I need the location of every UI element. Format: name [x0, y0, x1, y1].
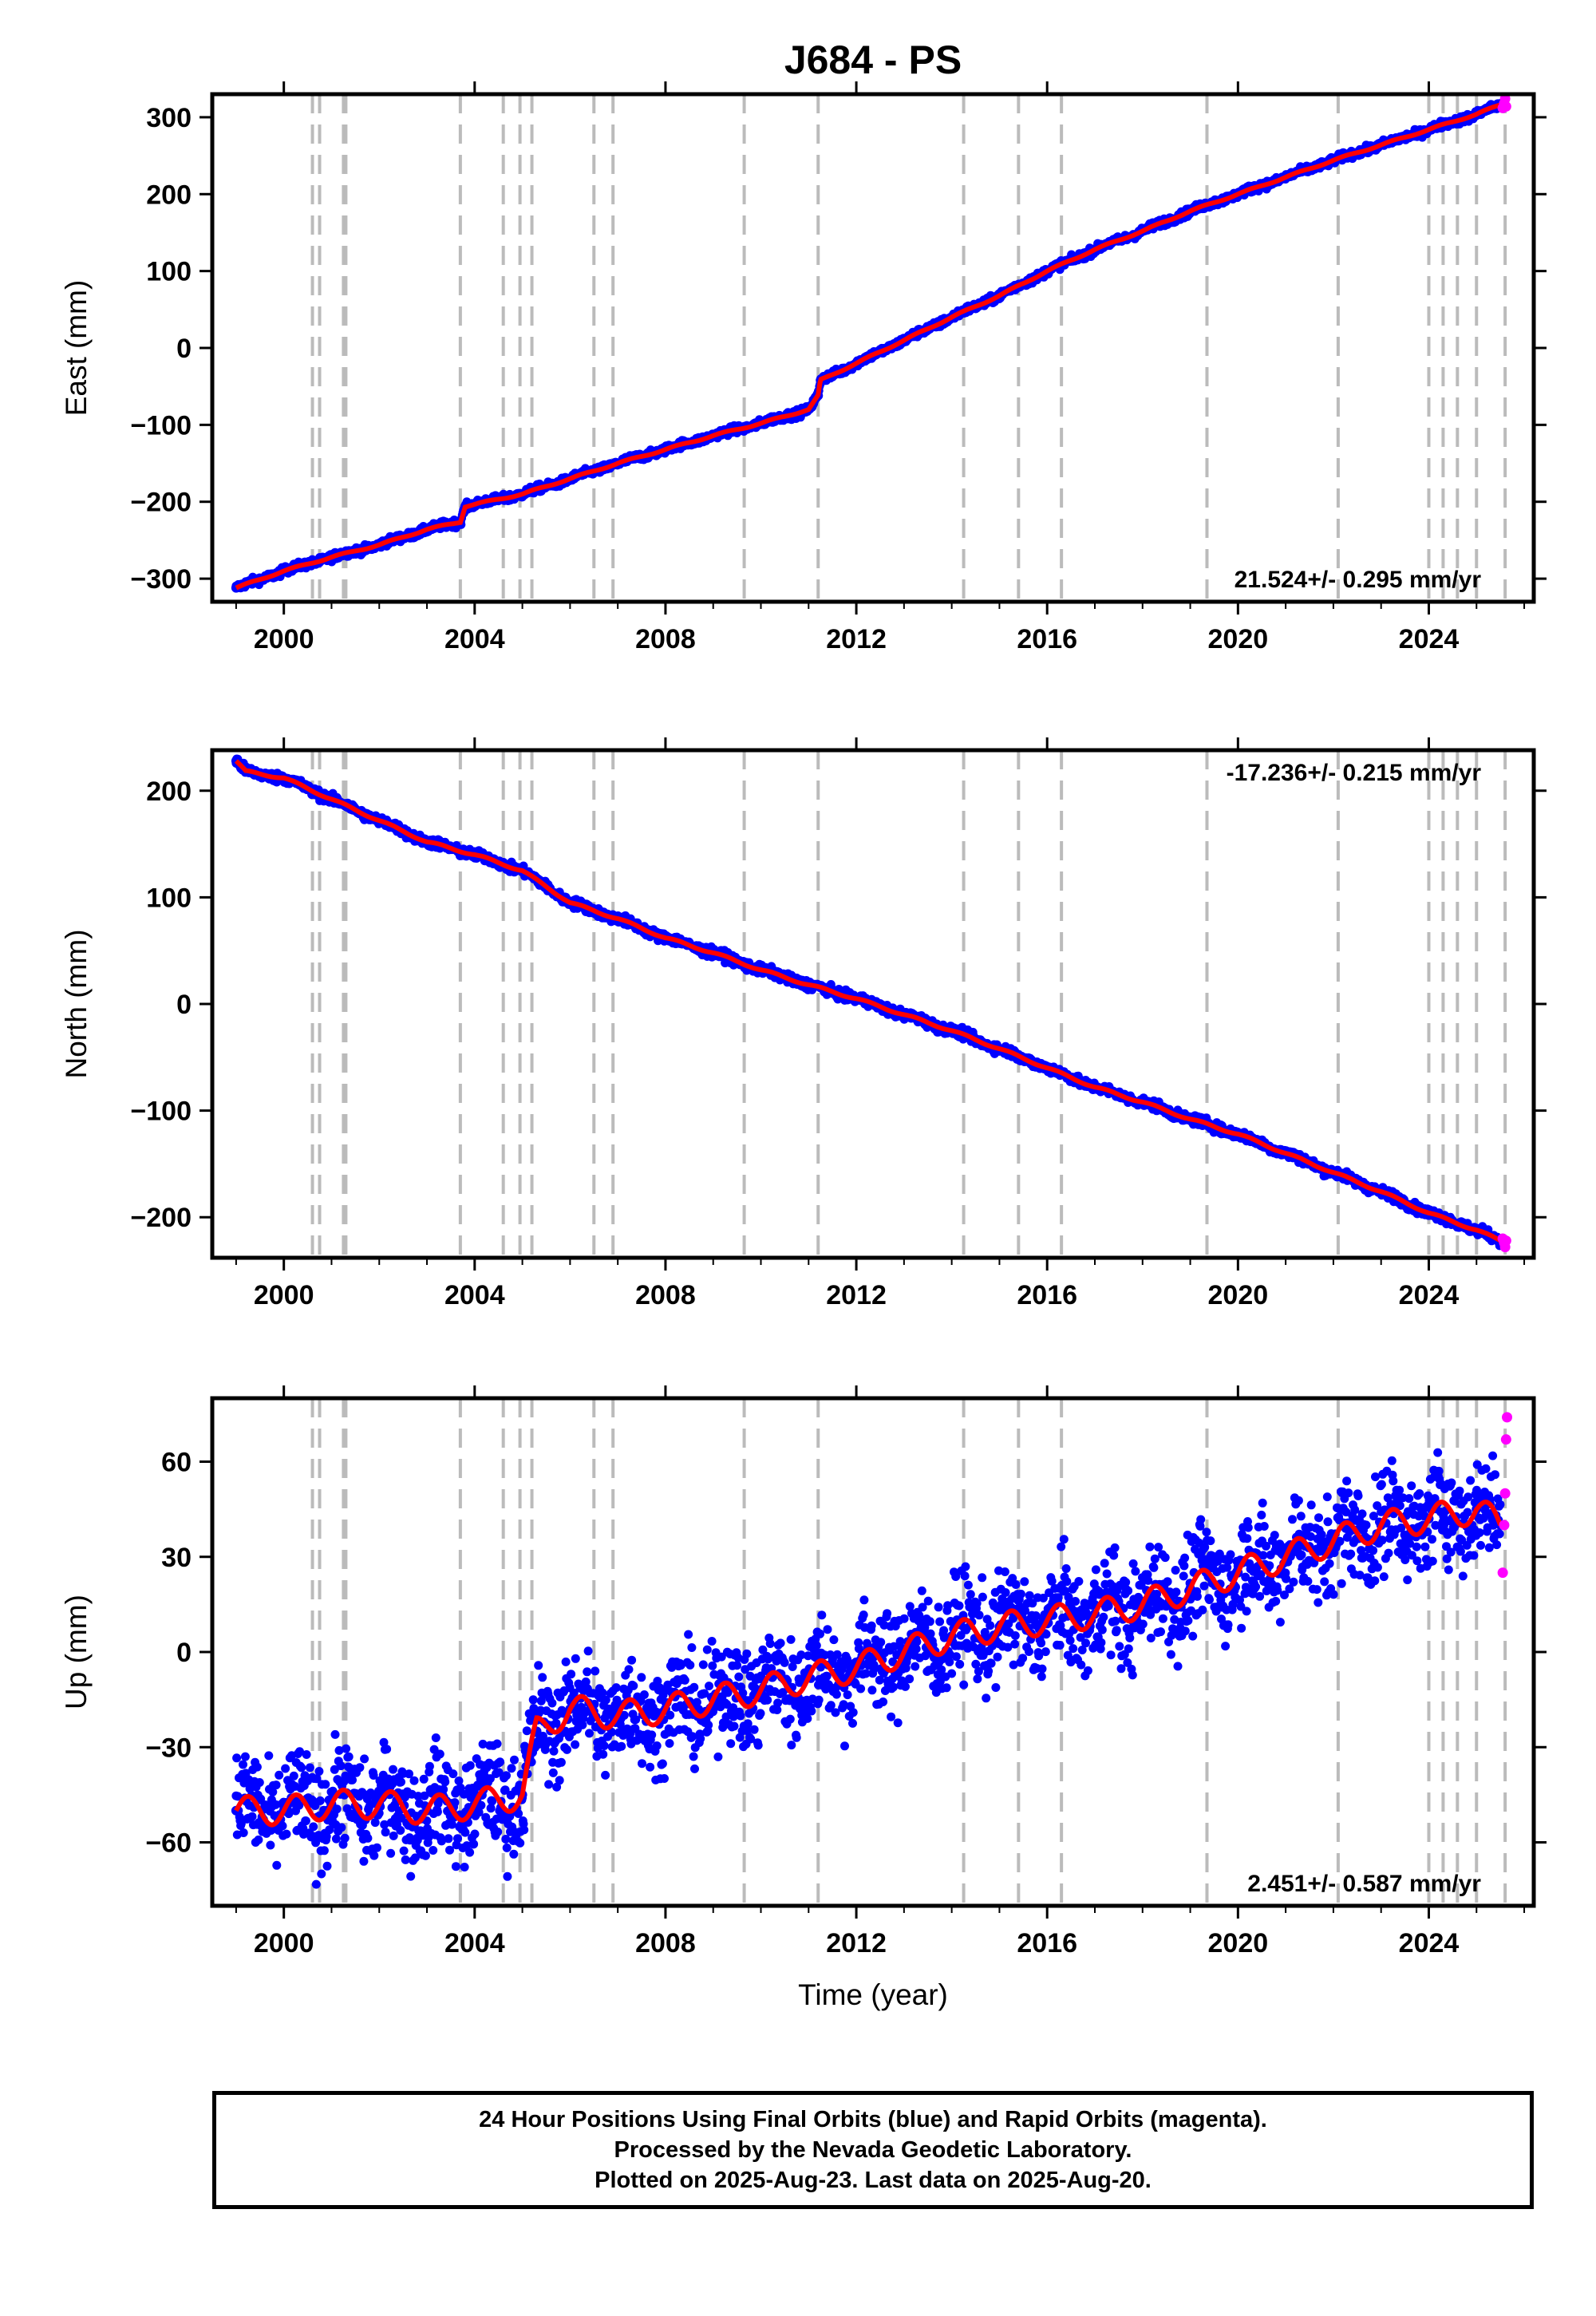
x-tick-label: 2016: [1017, 1280, 1077, 1310]
panel-east: 2000 2004 2008 2012 2016 2020 2024 300 200 100 0 −1…: [60, 38, 1547, 654]
final-orbit-point: [278, 1821, 287, 1831]
final-orbit-point: [255, 1778, 264, 1787]
data-points: [231, 94, 1511, 593]
x-tick-label: 2012: [826, 624, 887, 654]
rapid-orbit-point: [1500, 1235, 1511, 1247]
final-orbit-point: [252, 1762, 262, 1772]
y-tick-label: 0: [176, 990, 192, 1020]
final-orbit-point: [322, 1861, 332, 1871]
x-tick-label: 2020: [1208, 624, 1269, 654]
final-orbit-point: [381, 1828, 390, 1837]
final-orbit-point: [314, 1767, 324, 1776]
chart-title: J684 - PS: [784, 38, 962, 82]
x-tick-label: 2024: [1399, 624, 1460, 654]
final-orbit-point: [311, 1879, 321, 1889]
y-tick-label: −300: [130, 564, 192, 595]
final-orbit-point: [297, 1763, 306, 1773]
final-orbit-point: [337, 1823, 346, 1832]
rate-label: 21.524+/- 0.295 mm/yr: [1235, 567, 1482, 593]
model-fit-line: [235, 102, 1501, 591]
final-orbit-point: [360, 1754, 369, 1764]
final-orbit-point: [289, 1771, 298, 1780]
y-axis-label: North (mm): [60, 929, 93, 1078]
final-orbit-point: [272, 1860, 282, 1870]
x-tick-label: 2020: [1208, 1280, 1269, 1310]
final-orbit-point: [344, 1752, 354, 1761]
final-orbit-point: [397, 1777, 405, 1787]
final-orbit-point: [396, 1826, 405, 1835]
y-tick-label: −200: [130, 488, 192, 518]
x-tick-label: 2004: [444, 624, 505, 654]
final-orbit-point: [282, 1829, 291, 1839]
y-tick-label: 200: [146, 180, 192, 210]
final-orbit-point: [309, 1822, 318, 1832]
x-tick-label: 2012: [826, 1280, 887, 1310]
final-orbit-point: [355, 1763, 365, 1773]
rapid-orbit-point: [1500, 101, 1511, 112]
final-orbit-point: [389, 1765, 397, 1774]
final-orbit-point: [340, 1833, 350, 1843]
final-orbit-point: [247, 1812, 257, 1821]
data-points: [231, 1412, 1513, 1889]
x-tick-label: 2008: [635, 624, 696, 654]
x-tick-label: 2000: [254, 1280, 314, 1310]
rapid-orbit-point: [1499, 94, 1511, 105]
final-orbit-point: [319, 1846, 329, 1856]
final-orbit-point: [254, 1835, 263, 1844]
final-orbit-point: [266, 1840, 275, 1850]
x-tick-label: 2016: [1017, 624, 1077, 654]
rate-label: -17.236+/- 0.215 mm/yr: [1227, 760, 1482, 786]
panel-north: 2000 2004 2008 2012 2016 2020 2024 200 100 0 −100 −…: [60, 737, 1547, 1310]
final-orbit-point: [271, 1780, 281, 1790]
final-orbit-point: [317, 1869, 326, 1879]
final-orbit-point: [363, 1833, 373, 1843]
final-orbit-point: [330, 1729, 340, 1739]
y-tick-label: 100: [146, 257, 192, 287]
final-orbit-point: [359, 1856, 369, 1866]
final-orbit-point: [389, 1831, 398, 1840]
panel-up: 2000 2004 2008 2012 2016 2020 202460300−30−60U…: [60, 1385, 1547, 2011]
final-orbit-point: [281, 1764, 290, 1773]
y-tick-label: −100: [130, 410, 192, 441]
final-orbit-point: [264, 1751, 274, 1761]
final-orbit-point: [232, 1753, 242, 1763]
final-orbit-point: [239, 1828, 248, 1837]
final-orbit-point: [382, 1745, 392, 1754]
final-orbit-point: [372, 1843, 381, 1852]
x-tick-label: 2024: [1399, 1280, 1460, 1310]
final-orbit-point: [336, 1761, 346, 1771]
final-orbit-point: [305, 1763, 314, 1773]
final-orbit-point: [331, 1834, 341, 1844]
y-axis-label: East (mm): [60, 280, 93, 417]
y-tick-label: 200: [146, 777, 192, 807]
y-tick-label: −200: [130, 1203, 192, 1233]
y-tick-label: −100: [130, 1097, 192, 1127]
final-orbit-point: [386, 1848, 396, 1858]
final-orbit-point: [342, 1744, 351, 1753]
data-points: [231, 754, 1511, 1253]
final-orbit-point: [315, 1796, 325, 1805]
final-orbit-point: [302, 1750, 311, 1759]
final-orbit-point: [321, 1780, 330, 1789]
y-tick-label: 0: [176, 334, 192, 364]
final-orbit-point: [275, 1770, 284, 1780]
y-tick-label: 300: [146, 103, 192, 133]
final-orbit-point: [301, 1816, 310, 1826]
final-orbit-point: [240, 1752, 250, 1761]
final-orbit-point: [239, 1760, 247, 1769]
x-tick-label: 2000: [254, 624, 314, 654]
final-orbit-point: [369, 1851, 379, 1860]
y-tick-label: 100: [146, 883, 192, 913]
x-tick-label: 2004: [444, 1280, 505, 1310]
x-tick-label: 2008: [635, 1280, 696, 1310]
